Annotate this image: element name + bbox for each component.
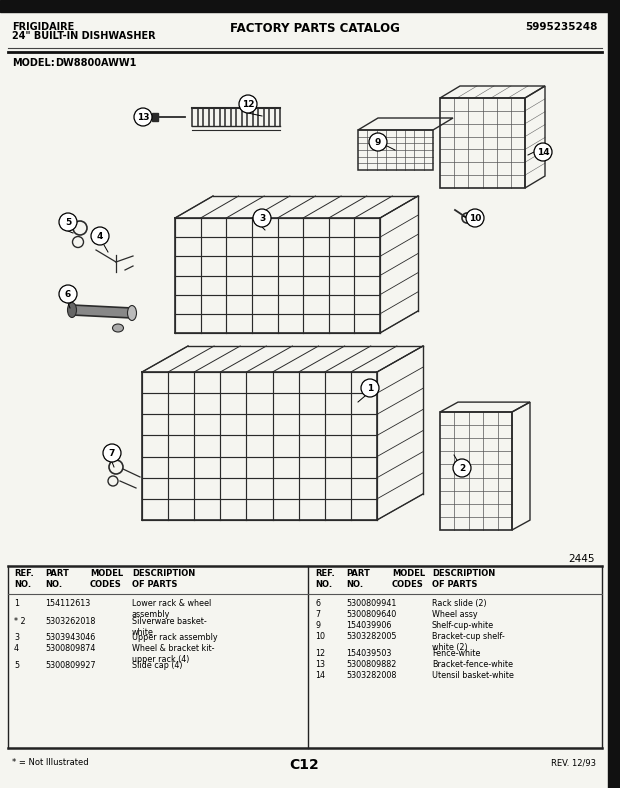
- Bar: [152, 113, 158, 121]
- Circle shape: [91, 227, 109, 245]
- Text: 6: 6: [315, 599, 320, 608]
- Text: 2445: 2445: [569, 554, 595, 564]
- Circle shape: [253, 209, 271, 227]
- Circle shape: [103, 444, 121, 462]
- Text: 5300809640: 5300809640: [346, 610, 396, 619]
- Text: 5: 5: [65, 218, 71, 227]
- Text: 3: 3: [259, 214, 265, 223]
- Text: * 2: * 2: [14, 617, 25, 626]
- Text: Silverware basket-
white: Silverware basket- white: [132, 617, 206, 637]
- Text: 5300809882: 5300809882: [346, 660, 396, 669]
- Text: Fence-white: Fence-white: [432, 649, 480, 658]
- Text: 4: 4: [14, 644, 19, 653]
- Text: Upper rack assembly: Upper rack assembly: [132, 633, 218, 642]
- Text: Lower rack & wheel
assembly: Lower rack & wheel assembly: [132, 599, 211, 619]
- Text: 12: 12: [315, 649, 325, 658]
- Circle shape: [369, 133, 387, 151]
- Text: PART
NO.: PART NO.: [346, 569, 370, 589]
- Text: 7: 7: [109, 449, 115, 458]
- Text: 9: 9: [315, 621, 320, 630]
- Text: DW8800AWW1: DW8800AWW1: [55, 58, 136, 68]
- Text: MODEL:: MODEL:: [12, 58, 55, 68]
- Text: 154112613: 154112613: [45, 599, 91, 608]
- Text: PART
NO.: PART NO.: [45, 569, 69, 589]
- Text: 154039906: 154039906: [346, 621, 391, 630]
- Text: 10: 10: [469, 214, 481, 223]
- Circle shape: [534, 143, 552, 161]
- Text: 5: 5: [14, 661, 19, 670]
- Text: 1: 1: [367, 384, 373, 393]
- Text: MODEL
CODES: MODEL CODES: [90, 569, 123, 589]
- Text: FACTORY PARTS CATALOG: FACTORY PARTS CATALOG: [230, 22, 400, 35]
- Bar: [0, 0, 620, 12]
- Text: REV. 12/93: REV. 12/93: [551, 758, 596, 767]
- Circle shape: [361, 379, 379, 397]
- Text: 5303282008: 5303282008: [346, 671, 396, 680]
- Text: * = Not Illustrated: * = Not Illustrated: [12, 758, 89, 767]
- Text: 9: 9: [375, 138, 381, 147]
- Text: DESCRIPTION
OF PARTS: DESCRIPTION OF PARTS: [432, 569, 495, 589]
- Text: 5995235248: 5995235248: [526, 22, 598, 32]
- Text: 5303282005: 5303282005: [346, 632, 397, 641]
- Text: 10: 10: [315, 632, 325, 641]
- Circle shape: [466, 209, 484, 227]
- Ellipse shape: [68, 303, 76, 318]
- Bar: [608, 0, 620, 788]
- Circle shape: [134, 108, 152, 126]
- Text: Slide cap (4): Slide cap (4): [132, 661, 182, 670]
- Text: 2: 2: [459, 464, 465, 473]
- Ellipse shape: [128, 306, 136, 321]
- Text: Utensil basket-white: Utensil basket-white: [432, 671, 514, 680]
- Text: Bracket-fence-white: Bracket-fence-white: [432, 660, 513, 669]
- Polygon shape: [72, 305, 132, 318]
- Text: Wheel & bracket kit-
upper rack (4): Wheel & bracket kit- upper rack (4): [132, 644, 215, 663]
- Text: Wheel assy: Wheel assy: [432, 610, 477, 619]
- Text: 12: 12: [242, 100, 254, 109]
- Circle shape: [144, 113, 151, 121]
- Text: 5303943046: 5303943046: [45, 633, 95, 642]
- Text: DESCRIPTION
OF PARTS: DESCRIPTION OF PARTS: [132, 569, 195, 589]
- Text: 14: 14: [537, 148, 549, 157]
- Text: 5303262018: 5303262018: [45, 617, 95, 626]
- Text: 3: 3: [14, 633, 19, 642]
- Text: 4: 4: [97, 232, 103, 241]
- Text: 5300809927: 5300809927: [45, 661, 95, 670]
- Text: 13: 13: [137, 113, 149, 122]
- Text: 154039503: 154039503: [346, 649, 391, 658]
- Text: 6: 6: [65, 290, 71, 299]
- Text: FRIGIDAIRE: FRIGIDAIRE: [12, 22, 74, 32]
- Text: 14: 14: [315, 671, 325, 680]
- Text: MODEL
CODES: MODEL CODES: [392, 569, 425, 589]
- Text: Rack slide (2): Rack slide (2): [432, 599, 487, 608]
- Text: 13: 13: [315, 660, 325, 669]
- Text: Shelf-cup-white: Shelf-cup-white: [432, 621, 494, 630]
- Circle shape: [453, 459, 471, 477]
- Text: REF.
NO.: REF. NO.: [14, 569, 33, 589]
- Text: 5300809941: 5300809941: [346, 599, 396, 608]
- Text: 7: 7: [315, 610, 320, 619]
- Circle shape: [239, 95, 257, 113]
- Circle shape: [59, 285, 77, 303]
- Text: REF.
NO.: REF. NO.: [315, 569, 335, 589]
- Text: Bracket-cup shelf-
white (2): Bracket-cup shelf- white (2): [432, 632, 505, 652]
- Text: 1: 1: [14, 599, 19, 608]
- Text: 5300809874: 5300809874: [45, 644, 95, 653]
- Circle shape: [59, 213, 77, 231]
- Text: C12: C12: [289, 758, 319, 772]
- Ellipse shape: [112, 324, 123, 332]
- Text: 24" BUILT-IN DISHWASHER: 24" BUILT-IN DISHWASHER: [12, 31, 156, 41]
